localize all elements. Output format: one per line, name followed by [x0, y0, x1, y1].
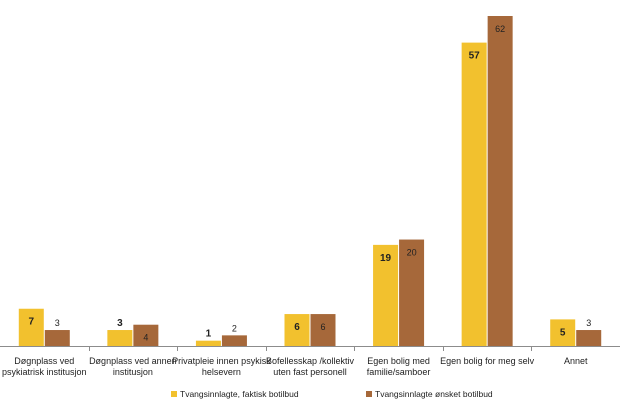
data-label-series2-3: 2 [232, 323, 237, 333]
x-tick-label-line: helsevern [202, 367, 241, 377]
bar-series1-3 [195, 340, 221, 346]
data-label-series2-1: 3 [55, 318, 60, 328]
x-tick-label-line: Annet [564, 356, 588, 366]
x-tick-label-1: Døgnplass ved psykiatrisk institusjon [2, 356, 87, 377]
x-tick-label-4: Bofellesskap /kollektiv uten fast persone… [266, 356, 355, 377]
bar-series1-2 [107, 330, 133, 346]
x-tick-label-line: Egen bolig for meg selv [440, 356, 535, 366]
x-tick-label-line: Døgnplass ved annen [89, 356, 177, 366]
bar-series2-6 [487, 16, 513, 346]
data-label-series1-5: 19 [380, 253, 392, 264]
bar-series2-4 [310, 314, 336, 346]
data-label-series1-3: 1 [206, 329, 212, 340]
data-label-series2-6: 62 [495, 24, 505, 34]
bar-series2-1 [44, 330, 70, 346]
data-label-series2-5: 20 [407, 248, 417, 258]
legend-swatch-2 [366, 391, 372, 397]
legend-label-1: Tvangsinnlagte, faktisk botilbud [180, 389, 299, 399]
legend-label-2: Tvangsinnlagte ønsket botilbud [375, 389, 493, 399]
x-tick-label-line: Privatpleie innen psykisk [172, 356, 271, 366]
data-label-series2-7: 3 [586, 318, 591, 328]
x-tick-label-line: Døgnplass ved [14, 356, 74, 366]
bar-series2-2 [133, 324, 159, 346]
x-tick-label-line: uten fast personell [273, 367, 347, 377]
data-label-series1-1: 7 [29, 317, 35, 328]
legend-swatch-1 [171, 391, 177, 397]
x-tick-label-line: Bofellesskap /kollektiv [266, 356, 355, 366]
x-tick-label-line: familie/samboer [367, 367, 431, 377]
data-label-series1-2: 3 [117, 318, 123, 329]
bar-series2-5 [399, 239, 425, 346]
x-tick-label-6: Egen bolig for meg selv [440, 356, 535, 366]
data-label-series2-2: 4 [143, 333, 148, 343]
bar-series1-6 [461, 42, 487, 346]
x-tick-label-5: Egen bolig med familie/samboer [367, 356, 431, 377]
bar-series2-3 [221, 335, 247, 346]
data-label-series1-6: 57 [469, 51, 481, 62]
bar-series2-7 [576, 330, 602, 346]
bar-series1-1 [18, 308, 44, 346]
x-tick-label-line: Egen bolig med [367, 356, 430, 366]
data-label-series1-7: 5 [560, 327, 566, 338]
bar-series1-7 [550, 319, 576, 346]
data-label-series2-4: 6 [320, 322, 325, 332]
x-tick-label-2: Døgnplass ved annen institusjon [89, 356, 177, 377]
x-tick-label-line: psykiatrisk institusjon [2, 367, 87, 377]
bar-series1-4 [284, 314, 310, 346]
x-tick-label-7: Annet [564, 356, 588, 366]
x-tick-label-3: Privatpleie innen psykisk helsevern [172, 356, 271, 377]
x-tick-label-line: institusjon [113, 367, 153, 377]
data-label-series1-4: 6 [294, 322, 300, 333]
bar-series1-5 [373, 244, 399, 346]
